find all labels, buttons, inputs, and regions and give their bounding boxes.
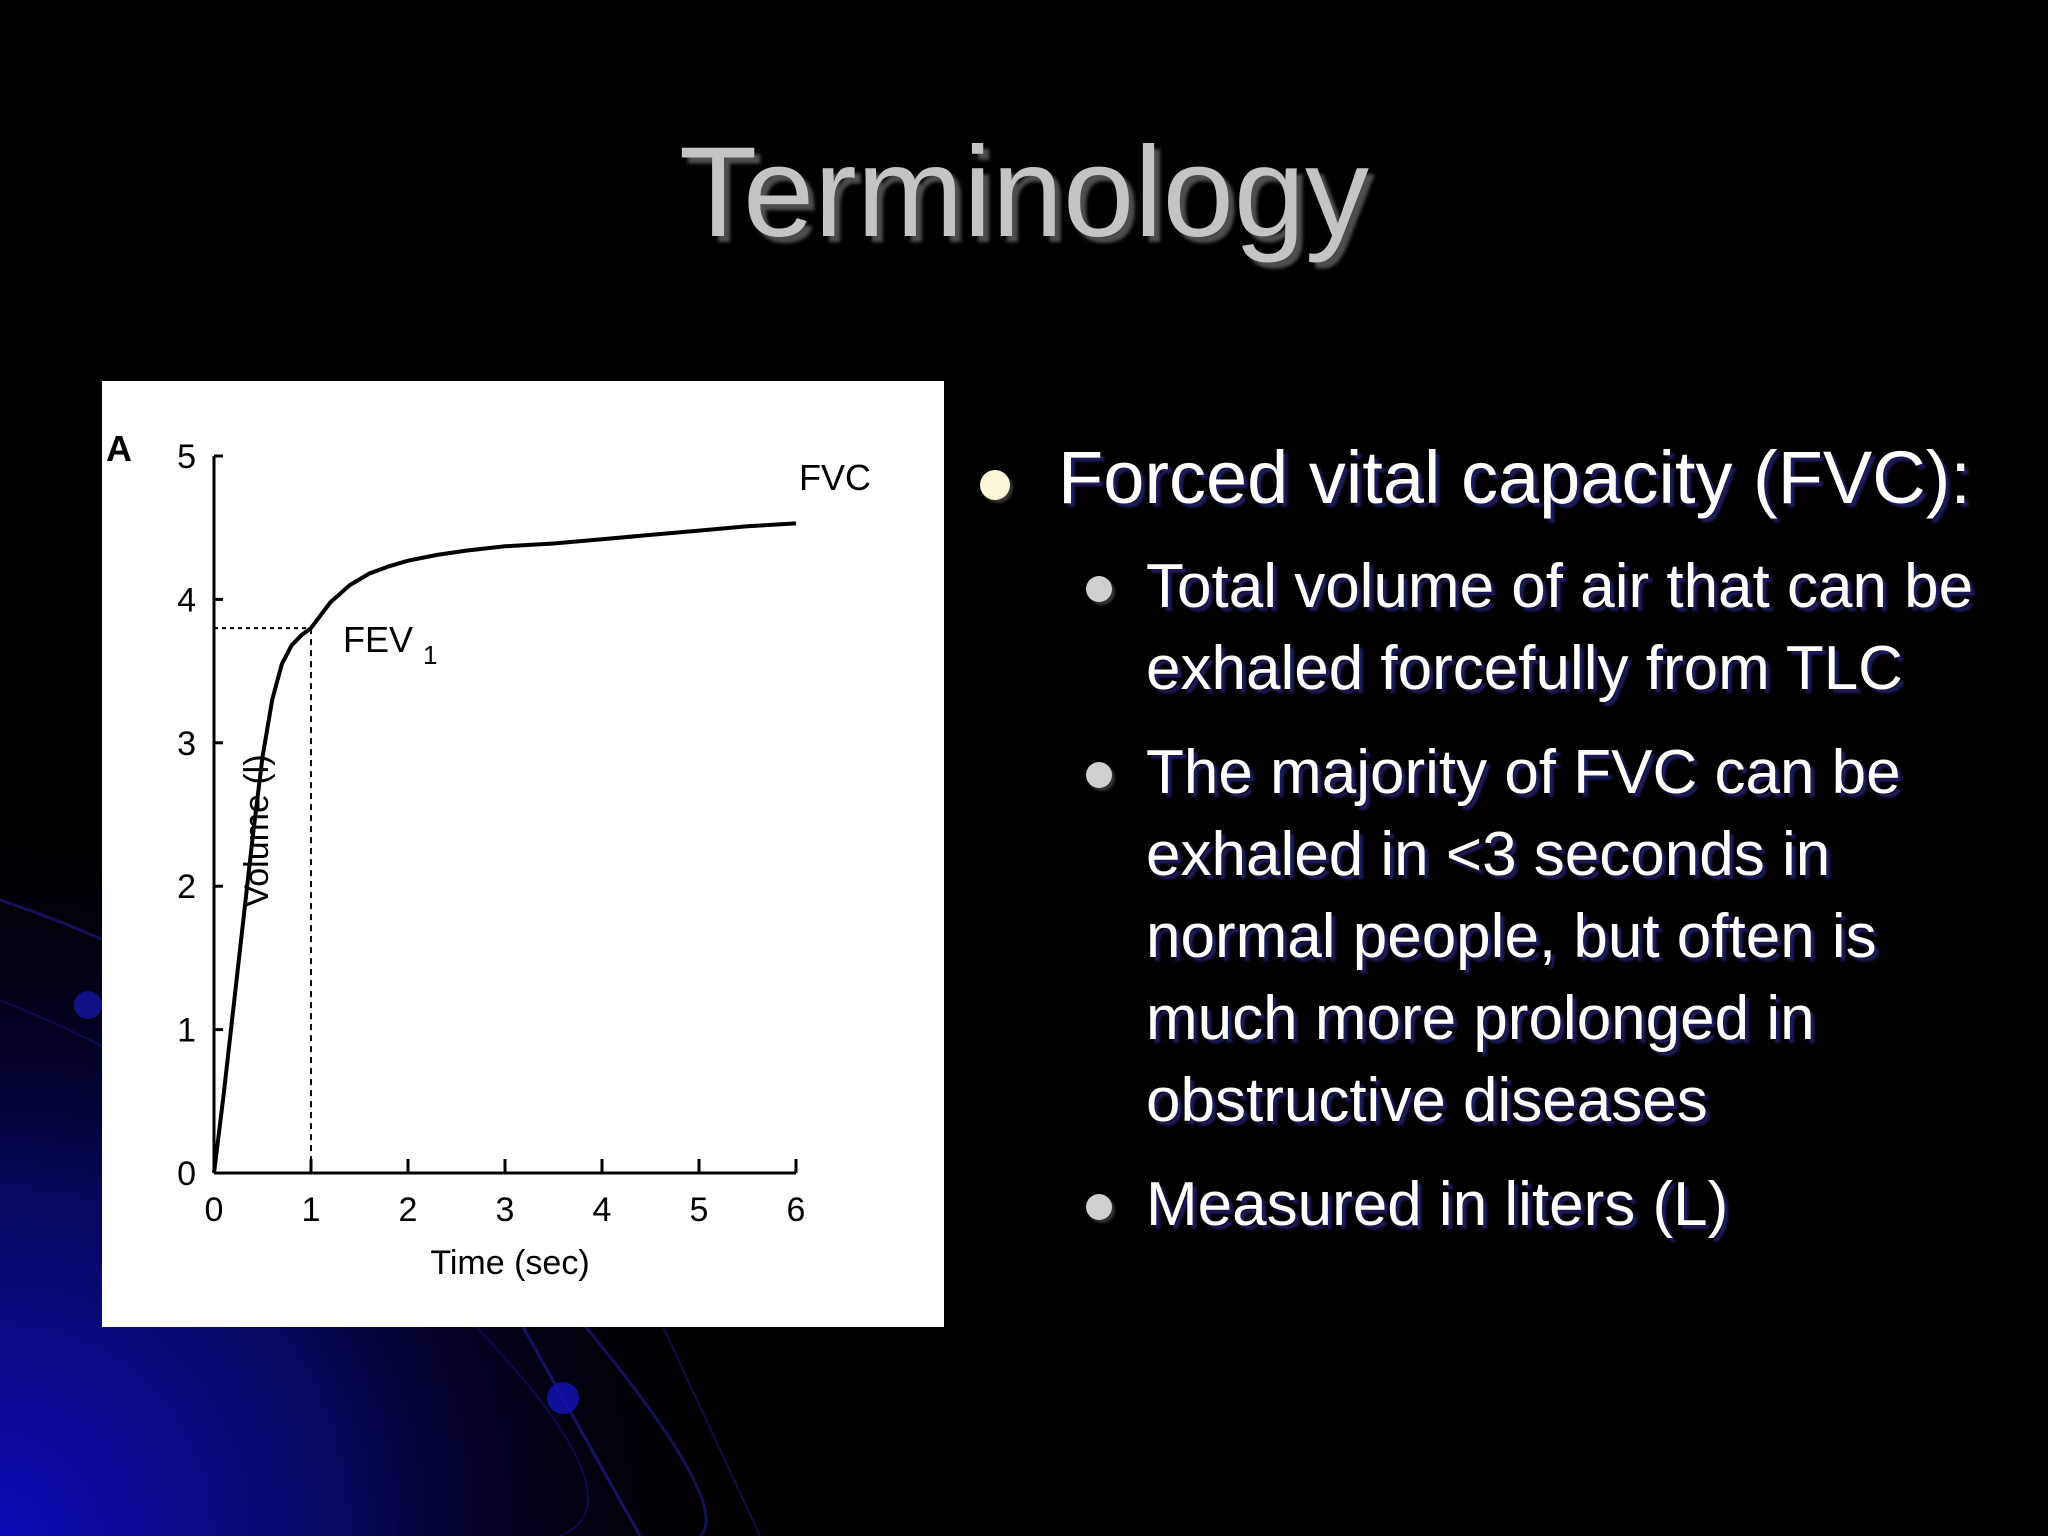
fev1-label-main: FEV	[343, 619, 413, 660]
bullet-list: Forced vital capacity (FVC): Total volum…	[980, 432, 2020, 1268]
fvc-label: FVC	[799, 457, 871, 498]
y-tick-label: 0	[177, 1155, 196, 1193]
volume-curve	[212, 521, 797, 1174]
x-axis-label: Time (sec)	[430, 1244, 589, 1282]
y-tick-label: 5	[177, 438, 196, 476]
fev1-label: FEV 1	[343, 619, 438, 670]
x-tick-label: 1	[302, 1191, 321, 1229]
sub-bullet-dot-icon	[1086, 576, 1112, 602]
x-tick-label: 5	[690, 1191, 709, 1229]
y-tick-label: 1	[177, 1012, 196, 1050]
chart-axes: 0 1 2 3 4 5 0 1 2 3 4 5 6	[177, 438, 805, 1229]
y-tick-label: 2	[177, 868, 196, 906]
x-tick-label: 6	[787, 1191, 806, 1229]
sub-bullet-dot-icon	[1086, 1194, 1112, 1220]
sub-bullet-units: Measured in liters (L)	[1080, 1164, 2020, 1246]
slide-title: Terminology	[678, 121, 1370, 264]
fev1-label-subscript: 1	[423, 640, 437, 670]
sub-bullet-units-text: Measured in liters (L)	[1146, 1170, 1729, 1239]
fvc-volume-time-chart: A 0 1 2 3 4 5 0 1 2 3 4 5 6 Volume (l) Time (sec) FV…	[106, 428, 871, 1282]
sub-bullet-definition-text: Total volume of air that can be exhaled …	[1146, 552, 1974, 703]
x-tick-label: 2	[399, 1191, 418, 1229]
sub-bullet-list: Total volume of air that can be exhaled …	[980, 546, 2020, 1246]
bullet-dot-icon	[980, 470, 1010, 500]
sub-bullet-definition: Total volume of air that can be exhaled …	[1080, 546, 2020, 710]
x-tick-label: 3	[496, 1191, 515, 1229]
x-tick-label: 0	[205, 1191, 224, 1229]
x-tick-label: 4	[593, 1191, 612, 1229]
sub-bullet-timing-text: The majority of FVC can be exhaled in <3…	[1146, 738, 1901, 1135]
y-tick-label: 3	[177, 725, 196, 763]
bullet-fvc-text: Forced vital capacity (FVC):	[1058, 436, 1971, 519]
panel-label: A	[106, 428, 132, 469]
sub-bullet-dot-icon	[1086, 762, 1112, 788]
y-tick-label: 4	[177, 581, 196, 619]
sub-bullet-timing: The majority of FVC can be exhaled in <3…	[1080, 732, 2020, 1142]
fvc-chart-panel: A 0 1 2 3 4 5 0 1 2 3 4 5 6 Volume (l) Time (sec) FV…	[102, 381, 944, 1327]
y-axis-label: Volume (l)	[238, 754, 276, 907]
fev1-guide-lines	[214, 627, 312, 1173]
bullet-fvc: Forced vital capacity (FVC):	[980, 432, 2020, 524]
